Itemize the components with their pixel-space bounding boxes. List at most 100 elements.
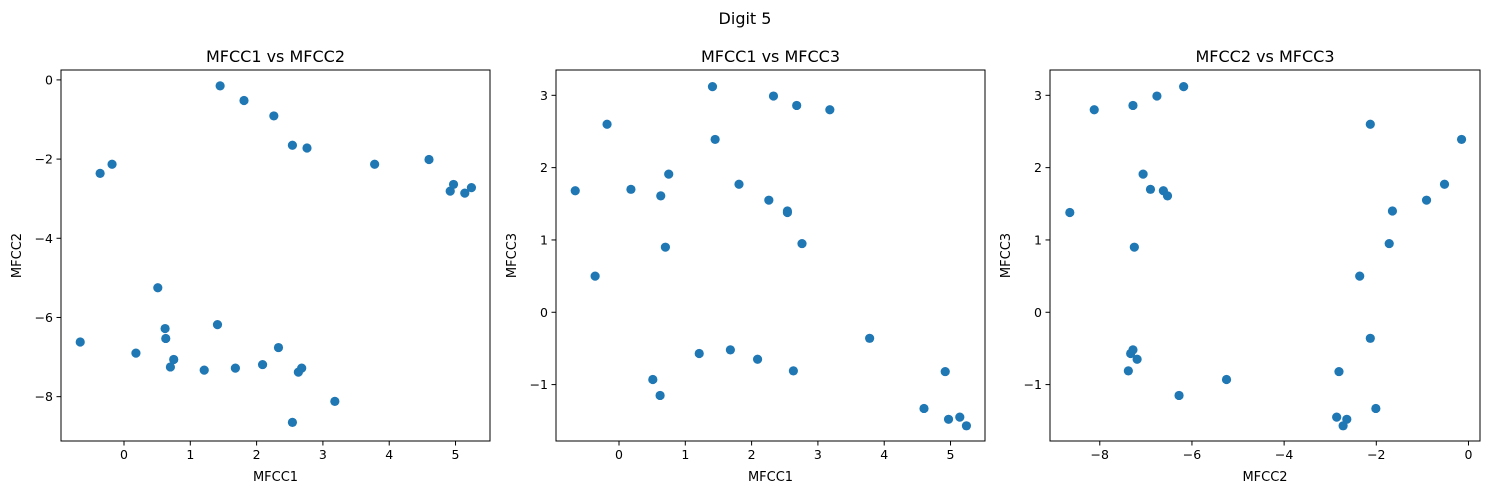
data-point <box>961 421 972 431</box>
plot-frame <box>60 69 491 442</box>
data-point <box>1162 191 1173 201</box>
data-point <box>919 403 929 414</box>
y-tick-label: 3 <box>540 88 548 103</box>
data-point <box>782 207 793 218</box>
x-axis-label: MFCC1 <box>253 470 298 485</box>
data-point <box>297 363 307 373</box>
data-point <box>1365 333 1375 343</box>
y-tick-label: 1 <box>1034 232 1042 247</box>
data-point <box>792 100 802 111</box>
data-point <box>1138 169 1148 179</box>
data-point <box>1145 184 1156 194</box>
data-point <box>1355 271 1365 281</box>
y-tick-label: 1 <box>540 232 548 247</box>
data-point <box>1221 374 1232 385</box>
data-point <box>230 363 240 373</box>
data-point <box>424 154 434 165</box>
data-point <box>287 140 298 150</box>
data-point <box>1128 345 1138 355</box>
data-point <box>1439 179 1450 189</box>
data-point <box>656 191 666 201</box>
data-point <box>1152 91 1162 101</box>
data-point <box>955 412 965 422</box>
data-point <box>95 168 105 178</box>
plot-frame <box>1049 69 1481 442</box>
y-tick-label: 2 <box>1034 160 1042 175</box>
data-point <box>1332 412 1342 422</box>
data-point <box>655 390 665 401</box>
subplot-2: 0 1 2 3 4 5 −1 0 1 2 3 MFCC1 vs MFCC3 MFCC1 MFCC3 <box>505 47 986 485</box>
data-point <box>466 183 477 193</box>
data-point <box>752 354 763 364</box>
data-point <box>940 366 950 377</box>
data-point <box>1456 134 1467 145</box>
data-point <box>330 396 340 407</box>
y-tick-label: 0 <box>1034 305 1042 320</box>
data-point <box>943 414 954 424</box>
y-axis-label: MFCC3 <box>999 233 1014 278</box>
y-tick-label: −6 <box>35 310 53 325</box>
x-tick-label: −6 <box>1183 447 1201 462</box>
x-tick-label: 2 <box>253 447 261 462</box>
data-point <box>626 184 636 194</box>
data-point <box>448 179 459 190</box>
data-point <box>257 359 268 370</box>
data-point <box>1384 238 1394 249</box>
y-tick-label: 3 <box>1034 88 1042 103</box>
data-point <box>1371 403 1381 414</box>
figure-title: Digit 5 <box>719 9 772 28</box>
x-tick-label: 1 <box>186 447 194 462</box>
y-tick-label: −1 <box>530 377 548 392</box>
x-tick-label: 5 <box>947 447 955 462</box>
plot-frame <box>555 69 986 442</box>
x-tick-label: 4 <box>385 447 393 462</box>
x-tick-label: −8 <box>1091 447 1109 462</box>
data-point <box>797 238 807 249</box>
x-tick-label: 5 <box>452 447 460 462</box>
data-point <box>287 417 298 427</box>
subplot-title: MFCC1 vs MFCC2 <box>206 47 345 66</box>
data-point <box>215 81 225 91</box>
data-point <box>1179 82 1189 92</box>
y-axis-label: MFCC3 <box>505 233 520 278</box>
x-tick-label: 0 <box>615 447 623 462</box>
data-point <box>169 354 179 365</box>
data-point <box>694 348 704 359</box>
data-point <box>75 337 85 347</box>
data-point <box>1089 105 1099 115</box>
data-point <box>460 188 470 198</box>
x-axis-label: MFCC1 <box>748 470 793 485</box>
data-point <box>1129 242 1139 252</box>
data-point <box>212 319 223 330</box>
subplot-title: MFCC2 vs MFCC3 <box>1195 47 1334 66</box>
y-tick-label: 0 <box>540 305 548 320</box>
y-axis-label: MFCC2 <box>10 233 25 278</box>
y-tick-label: −2 <box>35 152 53 167</box>
data-point <box>664 169 674 179</box>
y-tick-label: −1 <box>1024 377 1042 392</box>
x-tick-label: 3 <box>319 447 327 462</box>
subplot-1: 0 1 2 3 4 5 −8 −6 −4 −2 0 MFCC1 vs MFCC2 MFCC1 MFCC2 <box>10 47 491 485</box>
data-point <box>825 105 835 115</box>
x-axis-label: MFCC2 <box>1242 470 1287 485</box>
data-point <box>764 195 774 205</box>
data-point <box>273 342 284 353</box>
data-point <box>1338 421 1348 431</box>
data-point <box>370 159 380 169</box>
data-point <box>1128 100 1138 111</box>
y-tick-label: −4 <box>35 231 53 246</box>
data-point <box>269 111 279 121</box>
data-point <box>788 366 798 376</box>
data-point <box>590 271 600 281</box>
data-point <box>131 348 141 358</box>
data-point <box>161 333 171 344</box>
subplots: 0 1 2 3 4 5 −8 −6 −4 −2 0 MFCC1 vs MFCC2 MFCC1 MFCC2 0… <box>10 47 1481 485</box>
data-point <box>107 159 117 169</box>
data-point <box>1387 206 1398 216</box>
data-point <box>725 345 735 355</box>
data-point <box>302 143 312 153</box>
x-tick-label: 0 <box>120 447 128 462</box>
data-point <box>1334 366 1344 377</box>
data-point <box>648 374 658 385</box>
x-tick-label: 4 <box>880 447 888 462</box>
